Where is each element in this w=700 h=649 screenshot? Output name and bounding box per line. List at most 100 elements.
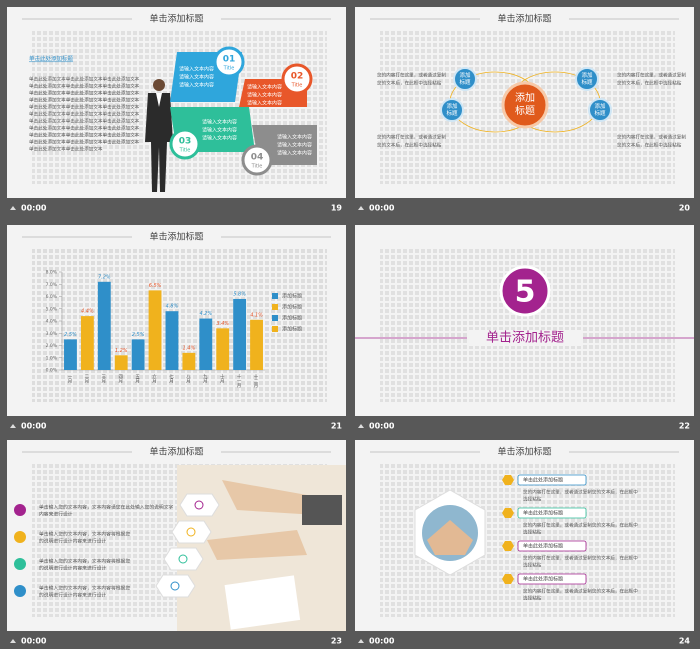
text: 添加 xyxy=(459,71,470,79)
person-head xyxy=(153,79,165,91)
text: 单击添加标题 xyxy=(149,446,203,458)
text: 00:00 xyxy=(369,204,395,213)
y-tick-label: 0.0% xyxy=(46,368,58,374)
value-label: 3.4% xyxy=(216,321,229,327)
text: 00:00 xyxy=(21,422,47,431)
bar xyxy=(131,339,145,370)
hex-icon xyxy=(179,493,220,517)
star-icon xyxy=(10,639,16,643)
value-label: 1.2% xyxy=(115,348,128,354)
text: 单击添加标题 xyxy=(486,331,564,346)
text: 19 xyxy=(331,204,343,213)
slide-thumbnail[interactable]: 单击添加标题 0.0% 1.0% 2.0% 3.0% 4.0% 5.0% 6.0% 7.0% 8.… xyxy=(7,225,346,416)
text: 单击输入您的文本内容，文本内容将根据您 xyxy=(39,585,130,592)
person-shirt xyxy=(156,93,162,107)
hex-bullet xyxy=(502,541,514,551)
x-tick-label: 九月 xyxy=(202,373,207,385)
text: 请输入文本内容 xyxy=(179,82,214,89)
number-circle xyxy=(499,265,551,317)
person-body xyxy=(145,93,173,192)
heading-box xyxy=(517,540,587,552)
text: 单击此处添加文本单击此处添加文本单击此处添加文本 xyxy=(29,76,140,83)
value-label: 1.4% xyxy=(183,345,196,351)
number-badge xyxy=(281,63,313,95)
number-badge xyxy=(241,144,273,176)
text: 添加 xyxy=(581,71,592,79)
text: 单击此处添加文本单击此处添加文本单击此处添加文本 xyxy=(29,111,140,118)
text: 请输入文本内容 xyxy=(247,92,282,99)
text: 单击添加标题 xyxy=(149,231,203,243)
text: 您的内容打在这里，或者通过复制 xyxy=(377,134,446,141)
text: 单击此处添加文本单击此处添加文本 xyxy=(29,146,103,153)
value-label: 4.2% xyxy=(199,311,212,317)
text: 请输入文本内容 xyxy=(247,84,282,91)
text: 标题 xyxy=(581,78,593,86)
slide-thumbnail[interactable]: 单击添加标题单击此处添加标题您的内容打在这里，或者通过复制您的文本后，在此框中选… xyxy=(355,440,694,631)
text: 22 xyxy=(679,422,690,431)
legend-label: 添加标题 xyxy=(282,326,302,333)
slide-thumbnail[interactable]: 单击添加标题单击此处添加标题单击此处添加文本单击此处添加文本单击此处添加文本单击… xyxy=(7,7,346,198)
y-tick-label: 6.0% xyxy=(46,294,58,300)
photo-hands xyxy=(427,520,473,555)
text: 5 xyxy=(515,275,536,310)
text: 的说明进行设计内容来进行设计 xyxy=(39,565,106,572)
value-label: 7.2% xyxy=(98,274,111,280)
y-tick-label: 1.0% xyxy=(46,355,58,361)
bar xyxy=(233,298,247,370)
text: 单击此处添加文本单击此处添加文本单击此处添加文本 xyxy=(29,118,140,125)
item-icon xyxy=(14,531,26,543)
text: 请输入文本内容 xyxy=(202,127,237,134)
text: 添加 xyxy=(446,102,457,110)
x-tick-label: 十一月 xyxy=(236,373,241,389)
star-icon xyxy=(358,424,364,428)
text: 04 xyxy=(251,153,264,163)
text: 您的内容打在这里，或者通过复制 xyxy=(617,72,686,79)
hex-icon xyxy=(171,520,212,544)
value-label: 6.5% xyxy=(149,283,162,289)
bubble xyxy=(453,67,477,91)
bar xyxy=(199,318,213,370)
x-tick-label: 六月 xyxy=(152,373,157,385)
text: 请输入文本内容 xyxy=(202,135,237,142)
slide-thumbnail[interactable]: 5 单击添加标题 xyxy=(355,225,694,416)
x-tick-label: 七月 xyxy=(168,373,173,385)
y-tick-label: 3.0% xyxy=(46,331,58,337)
text: 单击此处添加标题 xyxy=(523,510,563,517)
y-tick-label: 2.0% xyxy=(46,343,58,349)
star-icon xyxy=(358,639,364,643)
hex-glyph xyxy=(186,527,196,537)
legend-swatch xyxy=(272,293,278,299)
text: 标题 xyxy=(446,109,458,117)
label-bg xyxy=(467,330,583,346)
text: 您的文本后，在此框中选择粘贴 xyxy=(377,142,442,149)
text: 选择粘贴 xyxy=(523,562,542,569)
text: Title xyxy=(251,164,263,170)
text: 单击此处添加标题 xyxy=(29,55,74,63)
text: 单击此处添加文本单击此处添加文本单击此处添加文本 xyxy=(29,104,140,111)
text: 单击输入您的文本内容，文本内容将根据您 xyxy=(39,531,130,538)
text: 您的内容打在这里，或者通过复制您的文本后，在此框中 xyxy=(523,489,638,496)
world-map xyxy=(32,247,327,402)
text: 的说明进行设计内容来进行设计 xyxy=(39,592,106,599)
x-tick-label: 五月 xyxy=(135,374,140,385)
bubble xyxy=(575,67,599,91)
number-badge xyxy=(213,46,245,78)
heading-box xyxy=(517,474,587,486)
slide-thumbnail[interactable]: 单击添加标题单击输入您的文本内容，文本内容请您在此处输入您的说明文字内容来进行设… xyxy=(7,440,346,631)
value-label: 2.5% xyxy=(64,332,77,338)
hex-glyph xyxy=(170,581,180,591)
text: 的说明进行设计内容来进行设计 xyxy=(39,538,106,545)
value-label: 4.1% xyxy=(250,312,263,318)
text: Title xyxy=(179,148,191,154)
text: 02 xyxy=(291,72,304,82)
hex-bullet xyxy=(502,475,514,485)
bubble xyxy=(588,98,612,122)
x-tick-label: 十二月 xyxy=(253,373,258,389)
text: 您的内容打在这里，或者通过复制您的文本后，在此框中 xyxy=(523,522,638,529)
text: 单击输入您的文本内容，文本内容将根据您 xyxy=(39,558,130,565)
text: 21 xyxy=(331,422,343,431)
x-tick-label: 十月 xyxy=(219,373,224,385)
slide-thumbnail[interactable]: 单击添加标题添加标题添加标题添加标题添加标题添加标题您的内容打在这里，或者通过复… xyxy=(355,7,694,198)
hex-bullet xyxy=(502,574,514,584)
